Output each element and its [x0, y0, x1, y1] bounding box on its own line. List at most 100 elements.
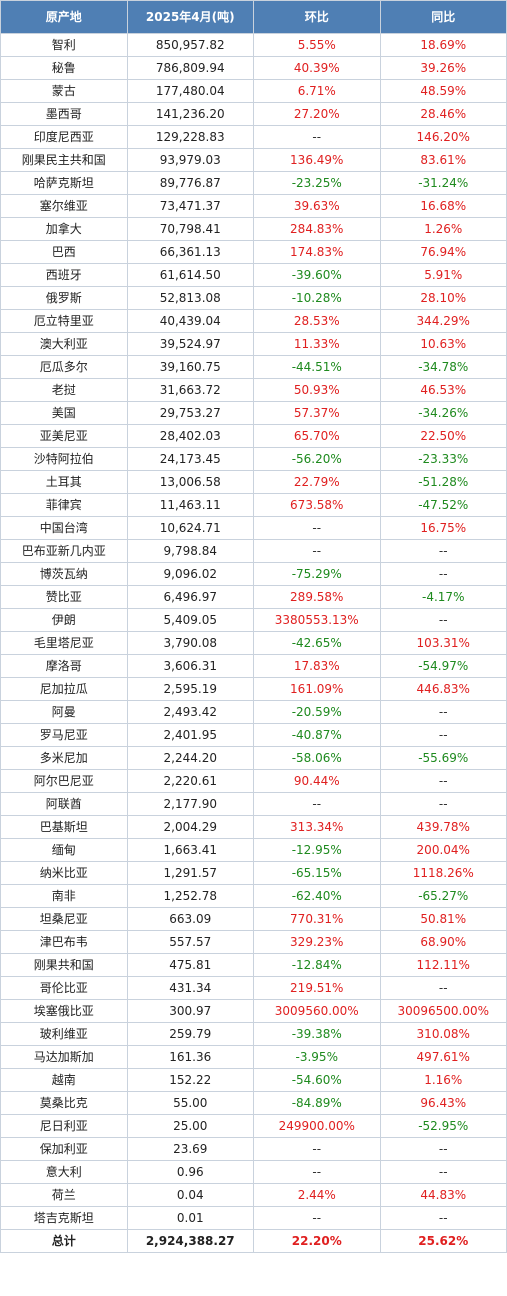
- table-row: 巴基斯坦 2,004.29 313.34% 439.78%: [0, 815, 507, 839]
- table-row: 罗马尼亚 2,401.95 -40.87% --: [0, 723, 507, 747]
- mom-cell: 284.83%: [253, 217, 381, 241]
- table-row: 莫桑比克 55.00 -84.89% 96.43%: [0, 1091, 507, 1115]
- mom-cell: 11.33%: [253, 332, 381, 356]
- volume-cell: 23.69: [126, 1137, 254, 1161]
- origin-cell: 巴西: [0, 240, 128, 264]
- mom-cell: 329.23%: [253, 930, 381, 954]
- origin-cell: 保加利亚: [0, 1137, 128, 1161]
- origin-cell: 坦桑尼亚: [0, 907, 128, 931]
- table-row: 赞比亚 6,496.97 289.58% -4.17%: [0, 585, 507, 609]
- mom-cell: 219.51%: [253, 976, 381, 1000]
- table-row: 保加利亚 23.69 -- --: [0, 1137, 507, 1161]
- yoy-cell: --: [379, 976, 507, 1000]
- origin-cell: 荷兰: [0, 1183, 128, 1207]
- table-row: 老挝 31,663.72 50.93% 46.53%: [0, 378, 507, 402]
- mom-cell: 90.44%: [253, 769, 381, 793]
- header-row: 原产地 2025年4月(吨) 环比 同比: [0, 0, 507, 34]
- yoy-cell: 1118.26%: [379, 861, 507, 885]
- origin-cell: 老挝: [0, 378, 128, 402]
- table-row: 马达加斯加 161.36 -3.95% 497.61%: [0, 1045, 507, 1069]
- table-row: 美国 29,753.27 57.37% -34.26%: [0, 401, 507, 425]
- volume-cell: 11,463.11: [126, 493, 254, 517]
- mom-cell: -12.95%: [253, 838, 381, 862]
- mom-cell: 65.70%: [253, 424, 381, 448]
- mom-cell: -75.29%: [253, 562, 381, 586]
- origin-cell: 澳大利亚: [0, 332, 128, 356]
- mom-cell: 50.93%: [253, 378, 381, 402]
- mom-cell: -12.84%: [253, 953, 381, 977]
- table-row: 西班牙 61,614.50 -39.60% 5.91%: [0, 263, 507, 287]
- volume-cell: 2,595.19: [126, 677, 254, 701]
- volume-cell: 9,096.02: [126, 562, 254, 586]
- volume-cell: 177,480.04: [126, 79, 254, 103]
- yoy-cell: -54.97%: [379, 654, 507, 678]
- yoy-cell: 146.20%: [379, 125, 507, 149]
- volume-cell: 52,813.08: [126, 286, 254, 310]
- mom-cell: 40.39%: [253, 56, 381, 80]
- table-row: 刚果共和国 475.81 -12.84% 112.11%: [0, 953, 507, 977]
- origin-cell: 意大利: [0, 1160, 128, 1184]
- origin-cell: 美国: [0, 401, 128, 425]
- mom-cell: --: [253, 1206, 381, 1230]
- volume-cell: 70,798.41: [126, 217, 254, 241]
- yoy-cell: --: [379, 792, 507, 816]
- yoy-cell: --: [379, 723, 507, 747]
- table-row: 巴西 66,361.13 174.83% 76.94%: [0, 240, 507, 264]
- table-row: 哈萨克斯坦 89,776.87 -23.25% -31.24%: [0, 171, 507, 195]
- yoy-cell: 39.26%: [379, 56, 507, 80]
- mom-cell: 27.20%: [253, 102, 381, 126]
- volume-cell: 1,663.41: [126, 838, 254, 862]
- table-row: 纳米比亚 1,291.57 -65.15% 1118.26%: [0, 861, 507, 885]
- table-row: 埃塞俄比亚 300.97 3009560.00% 30096500.00%: [0, 999, 507, 1023]
- origin-cell: 津巴布韦: [0, 930, 128, 954]
- volume-cell: 475.81: [126, 953, 254, 977]
- table-row: 越南 152.22 -54.60% 1.16%: [0, 1068, 507, 1092]
- origin-cell: 伊朗: [0, 608, 128, 632]
- yoy-cell: --: [379, 769, 507, 793]
- table-row: 毛里塔尼亚 3,790.08 -42.65% 103.31%: [0, 631, 507, 655]
- volume-cell: 1,291.57: [126, 861, 254, 885]
- table-row: 津巴布韦 557.57 329.23% 68.90%: [0, 930, 507, 954]
- table-row: 哥伦比亚 431.34 219.51% --: [0, 976, 507, 1000]
- yoy-cell: --: [379, 1206, 507, 1230]
- table-row: 玻利维亚 259.79 -39.38% 310.08%: [0, 1022, 507, 1046]
- mom-cell: -65.15%: [253, 861, 381, 885]
- origin-cell: 厄立特里亚: [0, 309, 128, 333]
- mom-cell: 3009560.00%: [253, 999, 381, 1023]
- origin-cell: 亚美尼亚: [0, 424, 128, 448]
- mom-cell: -56.20%: [253, 447, 381, 471]
- mom-cell: 673.58%: [253, 493, 381, 517]
- table-row: 秘鲁 786,809.94 40.39% 39.26%: [0, 56, 507, 80]
- table-row: 俄罗斯 52,813.08 -10.28% 28.10%: [0, 286, 507, 310]
- table-row: 巴布亚新几内亚 9,798.84 -- --: [0, 539, 507, 563]
- origin-cell: 巴布亚新几内亚: [0, 539, 128, 563]
- yoy-cell: 103.31%: [379, 631, 507, 655]
- volume-cell: 0.01: [126, 1206, 254, 1230]
- origin-cell: 菲律宾: [0, 493, 128, 517]
- volume-cell: 9,798.84: [126, 539, 254, 563]
- yoy-cell: 76.94%: [379, 240, 507, 264]
- table-body: 智利 850,957.82 5.55% 18.69% 秘鲁 786,809.94 40.39…: [0, 33, 507, 1253]
- table-row: 南非 1,252.78 -62.40% -65.27%: [0, 884, 507, 908]
- total-mom-cell: 22.20%: [253, 1229, 381, 1253]
- mom-cell: -58.06%: [253, 746, 381, 770]
- yoy-cell: 200.04%: [379, 838, 507, 862]
- mom-cell: 57.37%: [253, 401, 381, 425]
- volume-cell: 557.57: [126, 930, 254, 954]
- mom-cell: -42.65%: [253, 631, 381, 655]
- volume-cell: 259.79: [126, 1022, 254, 1046]
- mom-cell: 6.71%: [253, 79, 381, 103]
- yoy-cell: 446.83%: [379, 677, 507, 701]
- total-volume-cell: 2,924,388.27: [126, 1229, 254, 1253]
- yoy-cell: 497.61%: [379, 1045, 507, 1069]
- table-row: 蒙古 177,480.04 6.71% 48.59%: [0, 79, 507, 103]
- origin-cell: 西班牙: [0, 263, 128, 287]
- yoy-cell: 112.11%: [379, 953, 507, 977]
- origin-cell: 沙特阿拉伯: [0, 447, 128, 471]
- yoy-cell: 1.26%: [379, 217, 507, 241]
- header-mom: 环比: [253, 0, 381, 34]
- yoy-cell: -65.27%: [379, 884, 507, 908]
- yoy-cell: --: [379, 562, 507, 586]
- table-row: 博茨瓦纳 9,096.02 -75.29% --: [0, 562, 507, 586]
- origin-cell: 智利: [0, 33, 128, 57]
